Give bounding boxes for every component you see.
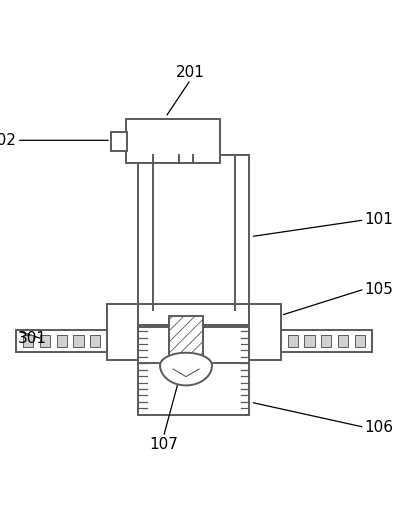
Bar [91, 335, 101, 347]
Text: 105: 105 [365, 281, 393, 296]
Bar [249, 304, 281, 360]
Text: 301: 301 [18, 331, 47, 346]
Text: 201: 201 [176, 64, 205, 80]
Bar [16, 330, 107, 352]
Text: 107: 107 [149, 437, 178, 452]
Bar [23, 335, 33, 347]
Text: 101: 101 [365, 212, 393, 227]
Bar [138, 155, 249, 310]
Text: 106: 106 [365, 420, 393, 435]
Bar [126, 119, 220, 163]
Bar [287, 335, 297, 347]
Polygon shape [160, 353, 212, 385]
Bar [355, 335, 365, 347]
Bar [107, 304, 281, 327]
Bar [305, 335, 315, 347]
Bar [111, 132, 127, 151]
Bar [338, 335, 348, 347]
Bar [321, 335, 331, 347]
Bar [57, 335, 67, 347]
Bar [107, 304, 138, 360]
Bar [138, 325, 249, 415]
Bar [281, 330, 372, 352]
Bar [169, 317, 203, 362]
Text: 202: 202 [0, 133, 17, 148]
Bar [40, 335, 50, 347]
Bar [73, 335, 83, 347]
